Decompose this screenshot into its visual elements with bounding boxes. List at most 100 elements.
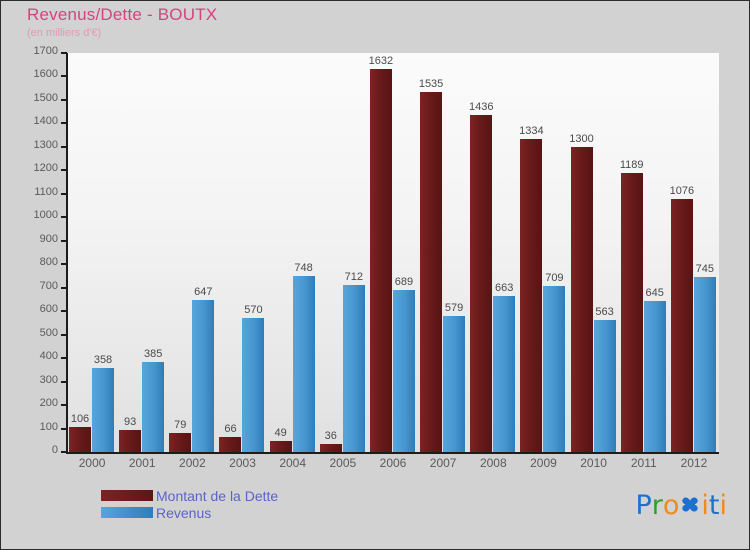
bar-value-label: 49 — [274, 426, 287, 439]
logo-x-icon — [679, 495, 701, 517]
bar-value-label: 570 — [244, 304, 263, 317]
y-axis-tick-mark — [61, 192, 67, 195]
y-axis-tick-label: 1300 — [33, 138, 58, 151]
bar-revenus: 663 — [493, 282, 516, 452]
y-axis-tick-mark — [61, 310, 67, 313]
y-axis-tick-mark — [61, 98, 67, 101]
y-axis-tick-label: 800 — [39, 256, 58, 269]
bar-value-label: 579 — [444, 302, 464, 315]
y-axis-tick-label: 500 — [39, 326, 58, 339]
x-axis-label: 2006 — [379, 456, 407, 470]
bar-dette: 66 — [219, 423, 242, 452]
bar-dette: 93 — [119, 416, 142, 452]
y-axis-tick-mark — [61, 75, 67, 78]
y-axis-tick-mark — [61, 216, 67, 219]
proxiti-logo: Pro iti — [635, 490, 727, 522]
x-axis-labels: 2000 2001 2002 2003 2004 2005 2006 2007 2008 2009… — [67, 456, 719, 474]
bar-group: 1535 579 — [418, 53, 468, 452]
y-axis-tick-label: 1000 — [33, 209, 58, 222]
bar-revenus: 385 — [142, 348, 165, 452]
y-axis-tick-mark — [61, 122, 67, 125]
chart-subtitle: (en milliers d'€) — [27, 27, 102, 39]
bar-group: 66 570 — [217, 53, 267, 452]
bar-dette: 106 — [69, 413, 91, 452]
bar-revenus: 712 — [342, 271, 365, 452]
bar-value-label: 1300 — [569, 132, 594, 145]
bar-value-label: 647 — [194, 286, 213, 299]
bar-group: 36 712 — [318, 53, 368, 452]
bar-value-label: 1076 — [669, 185, 695, 198]
y-axis-tick-label: 300 — [39, 373, 58, 386]
bar-dette: 79 — [169, 419, 192, 452]
bar-value-label: 1436 — [468, 100, 494, 113]
x-axis-label: 2008 — [479, 456, 507, 470]
bars-layer: 106 358 93 385 79 647 66 570 49 748 36 712 1632 689 15… — [67, 53, 719, 452]
x-axis-label: 2000 — [78, 456, 106, 470]
legend-item[interactable]: Revenus — [101, 504, 278, 521]
bar-revenus: 689 — [392, 276, 415, 452]
y-axis-tick-mark — [61, 357, 67, 360]
logo-letter: i — [719, 490, 727, 521]
bar-revenus: 748 — [292, 262, 315, 452]
bar-value-label: 106 — [70, 413, 90, 426]
x-axis-label: 2011 — [630, 456, 657, 470]
bar-value-label: 689 — [394, 276, 414, 289]
bar-value-label: 385 — [143, 347, 163, 360]
y-axis-tick-label: 600 — [39, 303, 58, 316]
y-axis-tick-mark — [61, 145, 67, 148]
y-axis-tick-mark — [61, 333, 67, 336]
y-axis-tick-label: 1600 — [33, 68, 58, 81]
bar-dette: 49 — [269, 427, 292, 452]
bar-value-label: 563 — [595, 305, 614, 318]
y-axis-tick-label: 400 — [39, 350, 58, 363]
logo-letter: t — [708, 490, 720, 521]
legend-color-swatch — [101, 507, 153, 518]
bar-revenus: 563 — [593, 306, 616, 452]
bar-group: 1189 645 — [619, 53, 669, 452]
y-axis-tick-mark — [61, 380, 67, 383]
bar-group: 1632 689 — [368, 53, 418, 452]
logo-letter: i — [701, 490, 709, 521]
x-axis-label: 2007 — [429, 456, 457, 470]
bar-dette: 1436 — [469, 101, 493, 452]
bar-group: 1436 663 — [468, 53, 518, 452]
x-axis-label: 2004 — [279, 456, 307, 470]
bar-value-label: 1632 — [368, 54, 394, 67]
bar-revenus: 645 — [643, 287, 666, 452]
y-axis-tick-label: 200 — [39, 397, 58, 410]
bar-value-label: 36 — [324, 429, 337, 442]
x-axis-label: 2010 — [580, 456, 607, 470]
bar-group: 1334 709 — [518, 53, 568, 452]
logo-letter: o — [662, 490, 680, 521]
bar-revenus: 570 — [242, 304, 265, 452]
y-axis-tick-label: 700 — [39, 279, 58, 292]
bar-revenus: 358 — [92, 354, 114, 452]
bar-group: 79 647 — [167, 53, 217, 452]
x-axis-label: 2002 — [179, 456, 206, 470]
bar-value-label: 358 — [93, 353, 113, 366]
legend-item[interactable]: Montant de la Dette — [101, 487, 278, 504]
bar-group: 1300 563 — [569, 53, 619, 452]
bar-value-label: 645 — [645, 286, 664, 299]
bar-dette: 1334 — [519, 125, 544, 452]
bar-revenus: 745 — [693, 263, 716, 452]
bar-group: 49 748 — [268, 53, 318, 452]
x-axis-label: 2005 — [329, 456, 357, 470]
x-axis-label: 2001 — [128, 456, 156, 470]
bar-dette: 1189 — [620, 159, 644, 452]
bar-value-label: 1334 — [519, 124, 544, 137]
legend-label: Montant de la Dette — [156, 487, 279, 504]
y-axis-tick-label: 1100 — [34, 185, 58, 198]
y-axis-tick-mark — [61, 404, 67, 407]
bar-value-label: 748 — [294, 262, 313, 275]
bar-value-label: 663 — [495, 282, 514, 295]
y-axis-line — [66, 53, 68, 453]
bar-dette: 1300 — [569, 133, 594, 452]
bar-group: 93 385 — [117, 53, 167, 452]
bar-revenus: 579 — [443, 302, 466, 452]
y-axis-tick-mark — [61, 169, 67, 172]
chart-title: Revenus/Dette - BOUTX — [27, 5, 218, 24]
y-axis-tick-mark — [61, 427, 67, 430]
y-axis-tick-mark — [61, 451, 67, 453]
y-axis-tick-label: 1200 — [33, 162, 58, 175]
